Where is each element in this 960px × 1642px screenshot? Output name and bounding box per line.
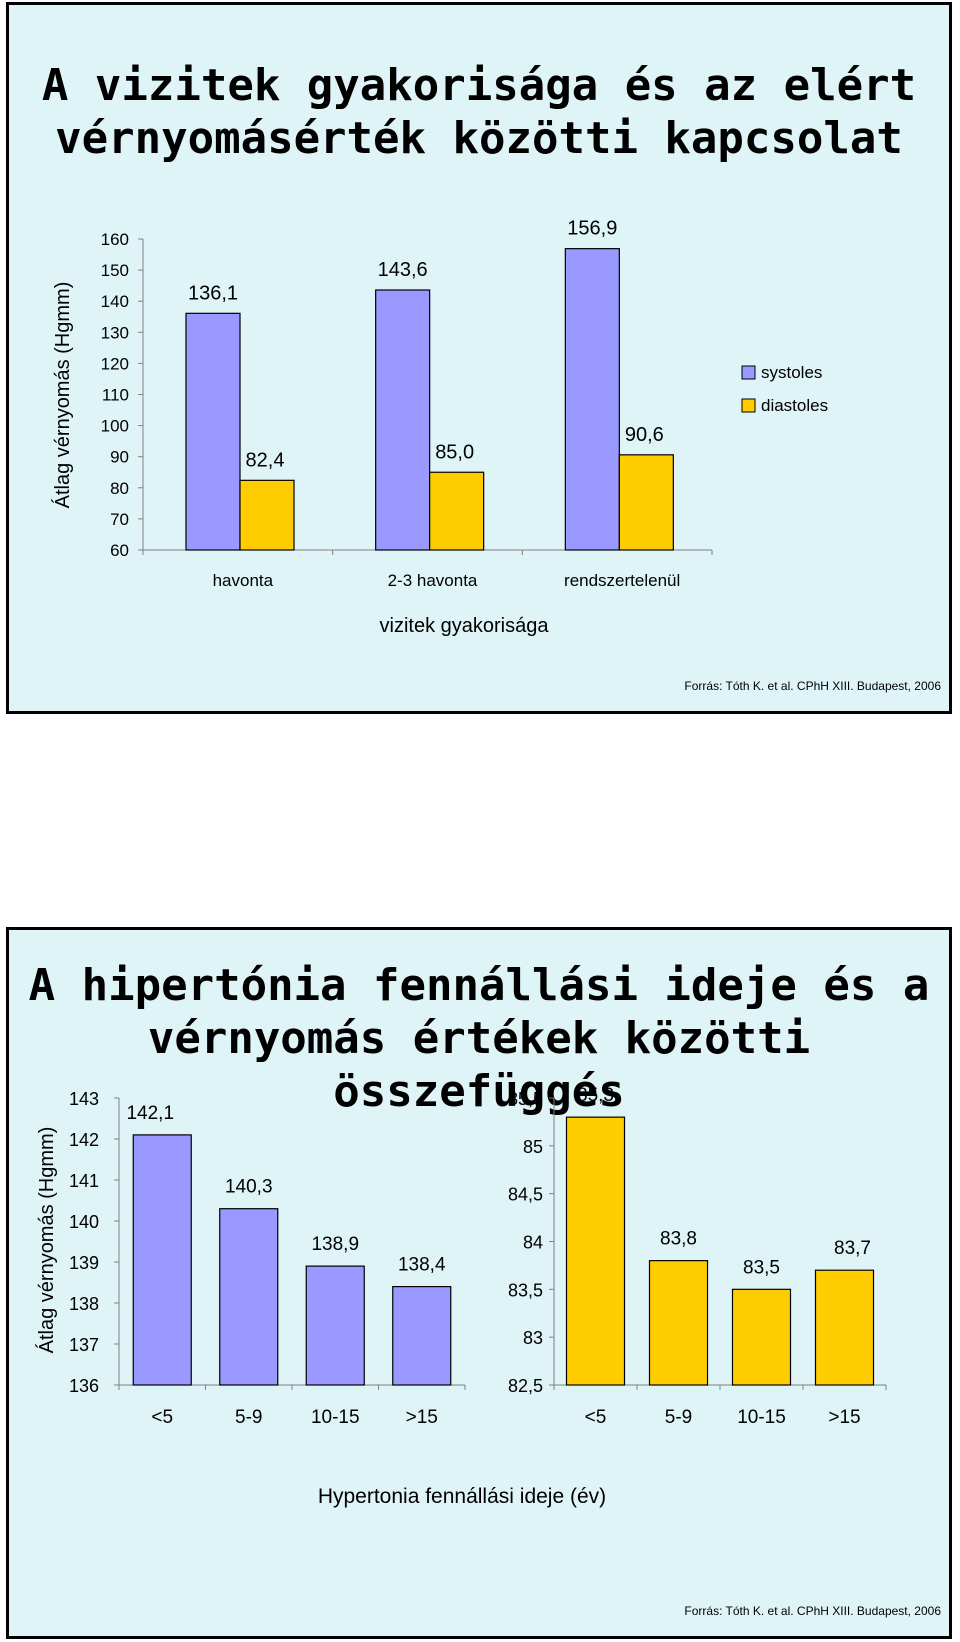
x-tick-label: 5-9 — [235, 1407, 262, 1428]
y-axis-title: Átlag vérnyomás (Hgmm) — [35, 1127, 58, 1354]
y-tick-label: 83 — [523, 1328, 543, 1348]
bar — [814, 1269, 875, 1386]
x-tick-label: <5 — [585, 1407, 607, 1428]
y-tick-label: 130 — [101, 323, 129, 342]
x-tick-label: 5-9 — [665, 1407, 692, 1428]
data-label: 136,1 — [188, 282, 238, 304]
y-tick-label: 140 — [101, 292, 129, 311]
data-label: 143,6 — [378, 259, 428, 281]
y-tick-label: 143 — [69, 1089, 99, 1109]
bar-diastoles — [429, 471, 485, 551]
data-label: 83,7 — [834, 1238, 871, 1259]
source-note: Forrás: Tóth K. et al. CPhH XIII. Budape… — [684, 679, 941, 693]
legend-label-systoles: systoles — [761, 363, 822, 382]
y-tick-label: 82,5 — [508, 1376, 543, 1396]
bar — [132, 1134, 192, 1386]
data-label: 156,9 — [567, 218, 617, 240]
y-tick-label: 150 — [101, 261, 129, 280]
y-tick-label: 140 — [69, 1212, 99, 1232]
bar — [731, 1288, 792, 1386]
bar-systoles — [564, 248, 620, 551]
chart-title: A hipertónia fennállási ideje és a vérny… — [28, 960, 930, 1117]
source-note: Forrás: Tóth K. et al. CPhH XIII. Budape… — [684, 1604, 941, 1618]
data-label: 83,8 — [660, 1229, 697, 1250]
chart-panel-visits: A vizitek gyakorisága és az elért vérnyo… — [6, 2, 952, 714]
y-tick-label: 120 — [101, 354, 129, 373]
data-label: 85,3 — [577, 1085, 614, 1106]
chart-duration-svg: 136 137 138 139 140 141 142 143 142,1 <5 140,3 5-9 1… — [35, 1085, 887, 1508]
y-tick-label: 100 — [101, 417, 129, 436]
y-tick-label: 110 — [102, 386, 129, 405]
y-tick-label: 160 — [101, 230, 129, 249]
x-tick-label: 2-3 havonta — [388, 571, 478, 590]
chart-title: A vizitek gyakorisága és az elért vérnyo… — [41, 60, 917, 164]
x-tick-label: >15 — [828, 1407, 860, 1428]
y-tick-label: 139 — [69, 1253, 99, 1273]
y-tick-label: 60 — [110, 541, 129, 560]
legend-label-diastoles: diastoles — [761, 396, 828, 415]
bar-systoles — [375, 289, 431, 551]
data-label: 83,5 — [743, 1257, 780, 1278]
bar — [305, 1265, 365, 1386]
bar — [565, 1116, 626, 1386]
y-tick-label: 84,5 — [508, 1185, 543, 1205]
x-tick-label: 10-15 — [737, 1407, 786, 1428]
data-label: 85,0 — [435, 441, 474, 463]
x-axis-title: Hypertonia fennállási ideje (év) — [318, 1485, 606, 1508]
x-tick-label: 10-15 — [311, 1407, 360, 1428]
data-label: 82,4 — [246, 449, 285, 471]
y-tick-label: 138 — [69, 1294, 99, 1314]
x-tick-label: <5 — [151, 1407, 173, 1428]
y-tick-label: 142 — [69, 1130, 99, 1150]
y-tick-label: 90 — [110, 448, 129, 467]
x-tick-label: >15 — [406, 1407, 438, 1428]
legend-swatch-systoles — [741, 365, 756, 380]
y-tick-label: 85 — [523, 1137, 543, 1157]
data-label: 140,3 — [225, 1177, 273, 1198]
x-tick-label: rendszertelenül — [564, 571, 680, 590]
x-tick-label: havonta — [213, 571, 274, 590]
y-tick-label: 83,5 — [508, 1280, 543, 1300]
chart-panel-duration: A hipertónia fennállási ideje és a vérny… — [6, 927, 952, 1639]
chart-visits-svg: 60 70 80 90 100 110 120 130 140 150 160 136,1 82,4 ha… — [51, 218, 828, 637]
bar-diastoles — [618, 454, 674, 551]
data-label: 138,9 — [311, 1234, 359, 1255]
y-tick-label: 84 — [523, 1233, 543, 1253]
bar-systoles — [185, 312, 241, 551]
bar-diastoles — [239, 479, 295, 551]
data-label: 142,1 — [126, 1103, 174, 1124]
y-tick-label: 80 — [110, 479, 129, 498]
y-tick-label: 85,5 — [508, 1089, 543, 1109]
y-tick-label: 136 — [69, 1376, 99, 1396]
y-tick-label: 141 — [69, 1171, 99, 1191]
y-tick-label: 70 — [110, 510, 129, 529]
y-axis-title: Átlag vérnyomás (Hgmm) — [51, 282, 74, 509]
legend-swatch-diastoles — [741, 398, 756, 413]
data-label: 138,4 — [398, 1255, 446, 1276]
y-tick-label: 137 — [69, 1335, 99, 1355]
bar — [392, 1286, 452, 1386]
bar — [219, 1208, 279, 1386]
data-label: 90,6 — [625, 424, 664, 446]
x-axis-title: vizitek gyakorisága — [380, 615, 550, 637]
bar — [648, 1260, 709, 1386]
